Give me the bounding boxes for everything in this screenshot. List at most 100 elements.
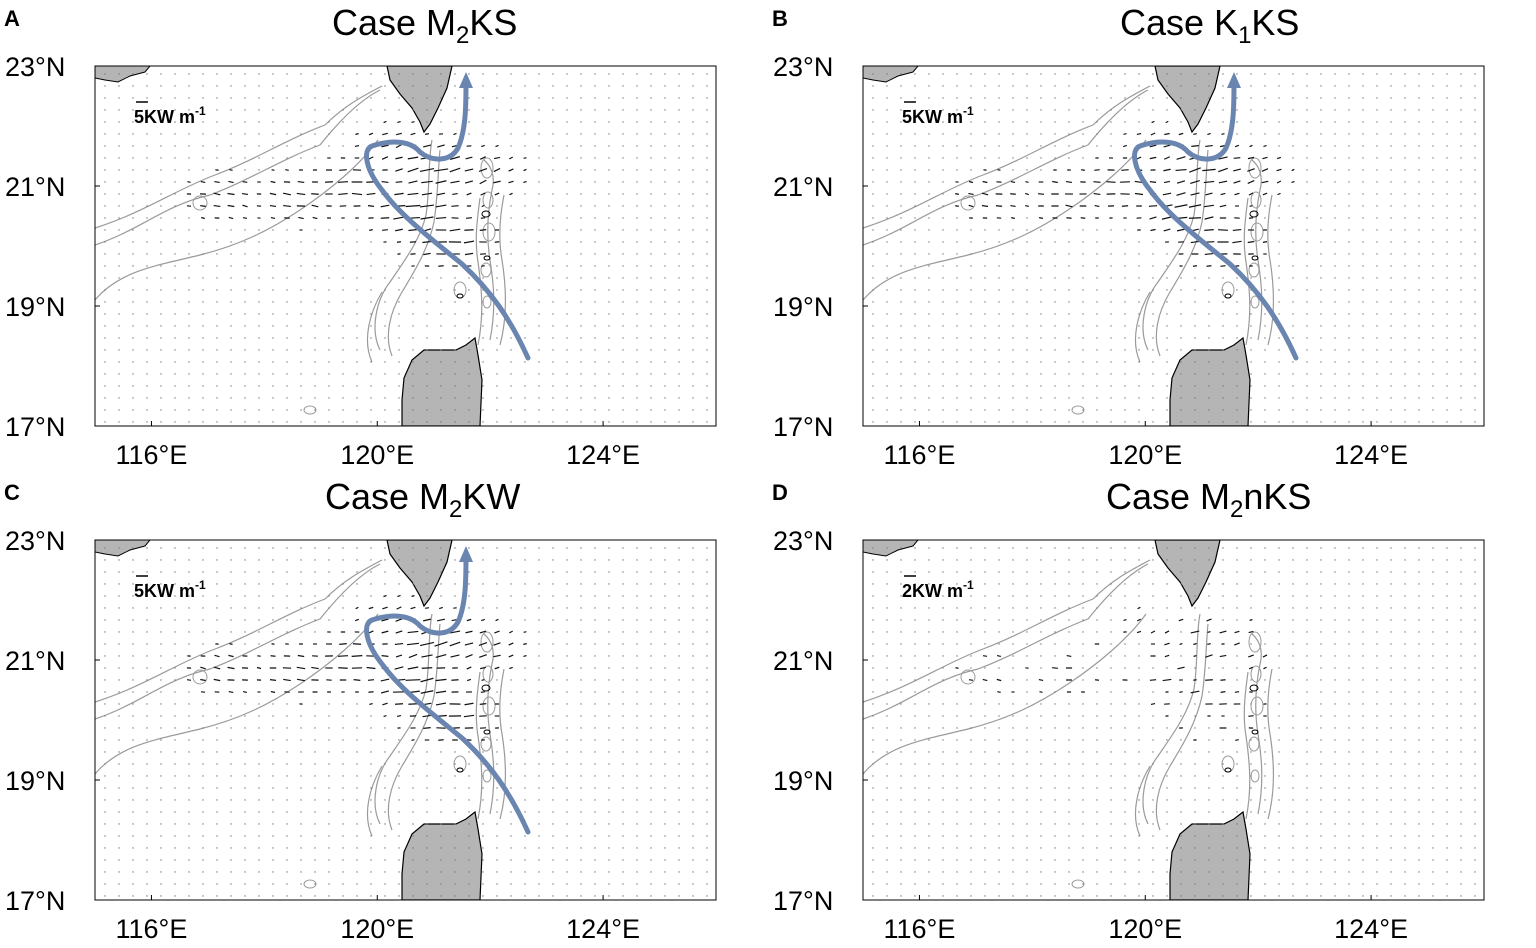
flux-dot [286,847,287,848]
flux-dot [1068,133,1069,134]
flux-dot [1054,409,1055,410]
flux-dot [1404,97,1405,98]
flux-dot [1152,421,1153,422]
flux-dot [1054,109,1055,110]
flux-dot [244,397,245,398]
flux-dot [538,421,539,422]
flux-dot [580,97,581,98]
flux-dot [872,265,873,266]
flux-dot [636,109,637,110]
flux-dot [1418,73,1419,74]
flux-dot [608,217,609,218]
flux-dot [566,883,567,884]
flux-dot [412,373,413,374]
flux-dot [956,289,957,290]
flux-dot [244,73,245,74]
flux-dot [300,583,301,584]
flux-dot [440,325,441,326]
flux-dot [1222,811,1223,812]
flux-dot [580,397,581,398]
flux-dot [970,397,971,398]
flux-dot [146,253,147,254]
flux-dot [1404,241,1405,242]
flux-dot [370,547,371,548]
flux-dot [650,787,651,788]
flux-dot [608,559,609,560]
flux-dot [1292,421,1293,422]
flux-dot [580,193,581,194]
flux-dot [566,715,567,716]
flux-dot [496,121,497,122]
flux-dot [1152,559,1153,560]
flux-dot [1390,409,1391,410]
flux-dot [104,607,105,608]
flux-dot [552,583,553,584]
flux-dot [230,145,231,146]
flux-dot [258,265,259,266]
flux-dot [468,325,469,326]
flux-dot [594,205,595,206]
flux-dot [1138,739,1139,740]
flux-dot [580,859,581,860]
flux-dot [454,361,455,362]
flux-dot [1124,643,1125,644]
flux-dot [244,349,245,350]
flux-dot [1334,349,1335,350]
flux-dot [1474,325,1475,326]
flux-dot [956,751,957,752]
flux-dot [1026,229,1027,230]
flux-dot [566,325,567,326]
flux-dot [440,883,441,884]
flux-dot [928,229,929,230]
flux-dot [272,547,273,548]
flux-dot [1222,361,1223,362]
flux-dot [1138,787,1139,788]
flux-dot [970,763,971,764]
flux-dot [928,193,929,194]
flux-dot [886,133,887,134]
flux-dot [496,739,497,740]
flux-dot [1334,289,1335,290]
flux-dot [1250,859,1251,860]
flux-vector [339,644,346,645]
flux-dot [1040,409,1041,410]
flux-dot [496,73,497,74]
flux-dot [1264,421,1265,422]
flux-dot [1138,859,1139,860]
flux-dot [496,859,497,860]
flux-dot [622,109,623,110]
flux-dot [1096,799,1097,800]
flux-dot [1040,787,1041,788]
flux-vector [1221,692,1226,693]
flux-dot [1082,253,1083,254]
flux-dot [942,619,943,620]
flux-dot [1096,667,1097,668]
flux-dot [258,229,259,230]
flux-dot [258,799,259,800]
flux-dot [1012,385,1013,386]
flux-dot [636,583,637,584]
flux-dot [942,571,943,572]
flux-dot [286,607,287,608]
flux-dot [398,349,399,350]
flux-dot [998,301,999,302]
flux-dot [622,421,623,422]
flux-dot [650,847,651,848]
flux-dot [1418,325,1419,326]
flux-dot [132,835,133,836]
flux-dot [900,397,901,398]
flux-dot [636,703,637,704]
flux-dot [1222,883,1223,884]
flux-dot [454,559,455,560]
flux-dot [510,313,511,314]
flux-dot [998,277,999,278]
flux-dot [1110,847,1111,848]
flux-dot [1180,397,1181,398]
flux-dot [132,277,133,278]
flux-dot [900,181,901,182]
flux-dot [104,871,105,872]
flux-dot [1208,277,1209,278]
flux-dot [202,313,203,314]
flux-vector [368,680,374,681]
flux-dot [1012,571,1013,572]
